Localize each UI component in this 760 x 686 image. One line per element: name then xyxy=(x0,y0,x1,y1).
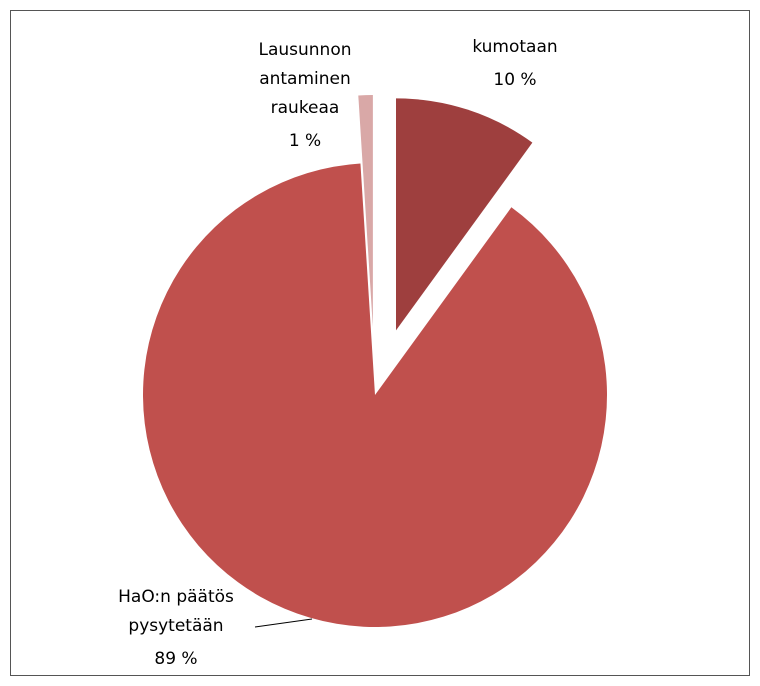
slice-label: antaminen xyxy=(259,69,351,89)
slice-label: raukeaa xyxy=(271,98,340,118)
slice-label: HaO:n päätös xyxy=(118,587,234,607)
slice-label: Lausunnon xyxy=(258,40,351,60)
value-label: 10 % xyxy=(493,70,536,90)
pie-slice xyxy=(142,163,607,627)
labels: kumotaan 10 % HaO:n päätös pysytetään 89 % La… xyxy=(118,37,558,669)
pie-slice xyxy=(396,98,533,331)
value-label: 89 % xyxy=(154,649,197,669)
slice-label: pysytetään xyxy=(128,616,223,636)
pie xyxy=(142,95,607,627)
value-label: 1 % xyxy=(289,131,321,151)
slice-label: kumotaan xyxy=(472,37,557,57)
leader-line xyxy=(254,618,313,628)
pie-slice xyxy=(358,95,373,328)
